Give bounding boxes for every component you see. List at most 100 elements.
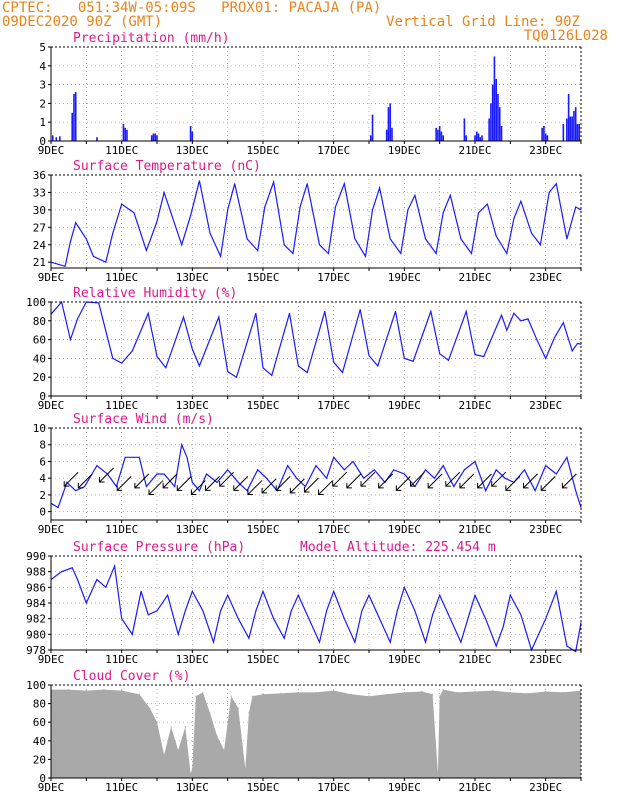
series-point (237, 481, 239, 483)
cloud-cover-point (315, 691, 317, 694)
series-point (425, 641, 427, 643)
series-point (191, 348, 193, 350)
x-tick-label: 15DEC (246, 653, 279, 666)
wind-arrow (99, 467, 114, 483)
wind-arrow (477, 473, 492, 489)
series-point (191, 590, 193, 592)
series-point (545, 465, 547, 467)
cloud-cover-point (202, 691, 204, 694)
precipitation-bar (389, 103, 391, 141)
series-point (403, 586, 405, 588)
series-point (131, 633, 133, 635)
y-tick-label: 100 (26, 296, 46, 309)
series-point (379, 187, 381, 189)
series-point (580, 343, 582, 345)
cloud-cover-point (237, 707, 239, 709)
x-tick-label: 19DEC (388, 271, 421, 284)
series-point (306, 183, 308, 185)
precipitation-bar (387, 107, 390, 141)
series-point (205, 473, 207, 475)
series-point (352, 460, 354, 462)
cloud-cover-point (244, 768, 246, 770)
series-point (156, 221, 158, 222)
wind-arrow-head (491, 481, 497, 487)
wind-arrow (505, 476, 521, 491)
series-point (520, 200, 522, 202)
x-tick-label: 11DEC (105, 271, 138, 284)
panel-title: Surface Temperature (nC) (73, 159, 261, 174)
series-point (248, 637, 250, 639)
series-point (163, 473, 165, 475)
precipitation-bar (574, 107, 577, 141)
cloud-cover-point (442, 689, 444, 691)
precipitation-bar (438, 125, 441, 141)
precipitation-bar (51, 135, 54, 141)
series-point (181, 244, 183, 246)
wind-arrow-head (445, 481, 451, 487)
series-point (218, 316, 220, 318)
series-point (407, 209, 409, 211)
series-point (575, 651, 577, 653)
cloud-cover-point (209, 712, 211, 714)
series-point (227, 594, 229, 596)
cloud-cover-point (85, 689, 87, 692)
wind-arrow-head (332, 481, 338, 487)
panel-title: Surface Pressure (hPa) (73, 540, 245, 555)
series-point (71, 567, 73, 569)
wind-arrow-head (275, 485, 282, 491)
series-point (527, 318, 529, 320)
wind-arrow (459, 473, 475, 489)
cloud-cover-point (170, 726, 172, 728)
wind-arrow-head (77, 482, 84, 489)
precipitation-bar (371, 114, 374, 141)
series-point (432, 614, 434, 616)
series-point (198, 490, 200, 492)
series-point (520, 320, 522, 322)
series-point (483, 356, 485, 358)
y-tick-label: 978 (26, 644, 46, 657)
cloud-cover-point (121, 689, 123, 692)
series-point (580, 622, 582, 624)
series-point (163, 191, 165, 193)
x-tick-label: 11DEC (105, 523, 138, 536)
series-point (289, 312, 290, 314)
series-point (107, 337, 109, 339)
series-point (105, 586, 107, 588)
x-tick-label: 9DEC (38, 523, 65, 536)
wind-arrow-head (190, 489, 197, 496)
x-tick-label: 11DEC (105, 781, 138, 794)
series-point (202, 610, 204, 612)
y-tick-label: 988 (26, 566, 46, 579)
cloud-cover-point (149, 707, 151, 709)
wind-arrow (148, 480, 164, 495)
series-point (61, 301, 63, 303)
series-point (98, 302, 100, 304)
x-tick-label: 13DEC (176, 144, 209, 157)
series-point (319, 641, 321, 643)
precipitation-bar (571, 116, 573, 141)
wind-arrow (410, 471, 425, 487)
x-tick-label: 19DEC (388, 653, 421, 666)
x-tick-label: 17DEC (317, 653, 350, 666)
series-point (186, 456, 188, 458)
series-point (506, 252, 508, 254)
panel-title: Precipitation (mm/h) (73, 31, 230, 46)
wind-arrow (275, 476, 291, 491)
x-tick-label: 11DEC (105, 399, 138, 412)
series-point (343, 618, 345, 620)
series-point (216, 481, 218, 483)
series-point (75, 222, 77, 224)
series-point (333, 361, 335, 363)
series-point (147, 312, 149, 314)
precipitation-bar (488, 118, 490, 141)
series-point (412, 360, 414, 362)
wind-arrow-head (395, 485, 402, 491)
precipitation-bar (546, 135, 549, 141)
wind-arrow-head (409, 481, 416, 487)
cloud-cover-point (386, 693, 388, 695)
precipitation-bar (566, 118, 568, 141)
precipitation-bar (369, 135, 372, 141)
y-tick-label: 80 (33, 315, 46, 328)
cloud-cover-point (421, 690, 423, 693)
series-point (486, 203, 488, 205)
